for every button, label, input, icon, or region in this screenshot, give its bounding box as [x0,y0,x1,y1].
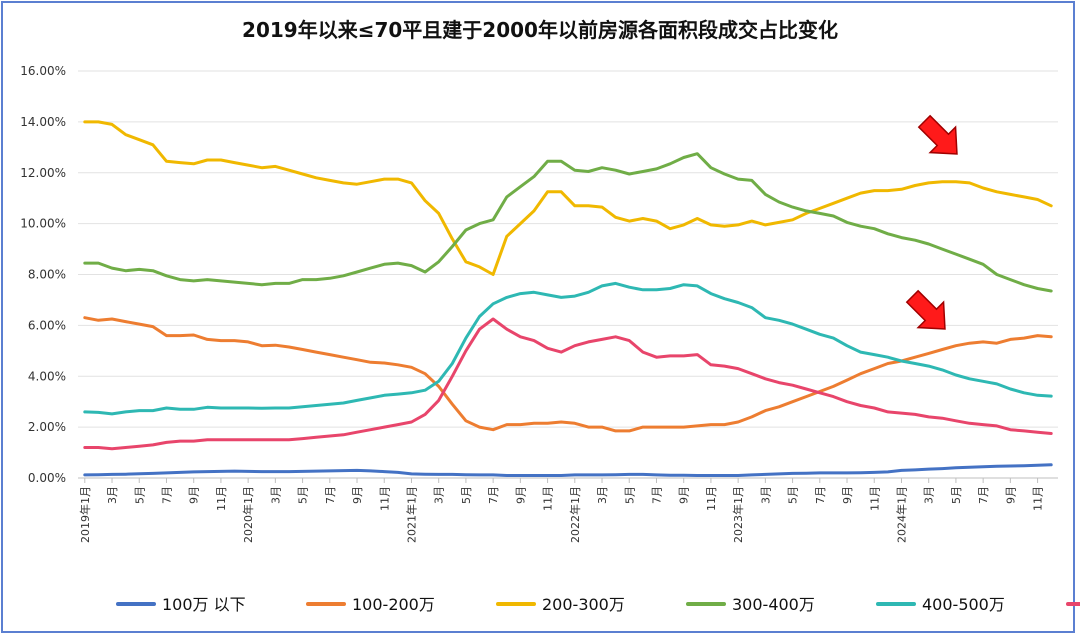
x-tick-label: 9月 [351,486,364,504]
annotation-arrows [905,114,958,330]
x-tick-label: 5月 [950,486,963,504]
x-tick-label: 11月 [378,486,391,511]
x-tick-label: 9月 [841,486,854,504]
x-tick-label: 2022年1月 [568,486,582,543]
legend-label-4: 400-500万 [922,595,1005,614]
x-tick-label: 9月 [188,486,201,504]
x-tick-label: 7月 [160,486,173,504]
arrow-100-200-icon-shape [905,289,946,330]
x-tick-label: 3月 [106,486,119,504]
x-tick-label: 9月 [678,486,691,504]
y-tick-label: 6.00% [28,318,66,332]
series-line-0 [83,463,1053,477]
chart-title: 2019年以来≤70平且建于2000年以前房源各面积段成交占比变化 [242,18,838,42]
x-tick-label: 7月 [814,486,827,504]
series-line-4 [83,281,1053,416]
series-line-1 [83,316,1053,433]
legend-label-0: 100万 以下 [162,595,246,614]
x-tick-label: 3月 [923,486,936,504]
series-line-5 [83,317,1053,451]
x-tick-label: 7月 [977,486,990,504]
x-tick-label: 9月 [1004,486,1017,504]
y-tick-label: 10.00% [20,217,66,231]
x-tick-label: 7月 [487,486,500,504]
x-tick-label: 3月 [269,486,282,504]
arrow-200-300-icon [917,114,958,155]
x-tick-label: 3月 [433,486,446,504]
series-line-2 [83,120,1053,276]
x-tick-label: 7月 [324,486,337,504]
y-tick-label: 0.00% [28,471,66,485]
y-tick-label: 2.00% [28,420,66,434]
x-tick-label: 11月 [1032,486,1045,511]
x-tick-label: 11月 [868,486,881,511]
legend: 100万 以下100-200万200-300万300-400万400-500万其… [116,595,1080,614]
series-lines [83,120,1053,477]
series-line-3 [83,152,1053,293]
x-tick-label: 3月 [596,486,609,504]
x-tick-label: 2023年1月 [731,486,745,543]
x-tick-label: 5月 [297,486,310,504]
x-tick-label: 2020年1月 [241,486,255,543]
y-axis: 0.00% 2.00% 4.00% 6.00% 8.00% 10.00% 12.00% 14.… [20,64,66,485]
x-tick-label: 5月 [460,486,473,504]
x-tick-label: 2024年1月 [894,486,908,543]
y-tick-label: 14.00% [20,115,66,129]
x-axis: 2019年1月 3月 5月 7月 9月 11月 2020年1月 3月 5月 7月 9月 11月 2021… [78,478,1045,543]
x-tick-label: 11月 [705,486,718,511]
x-tick-label: 2021年1月 [404,486,418,543]
legend-label-1: 100-200万 [352,595,435,614]
x-tick-label: 11月 [542,486,555,511]
gridlines [78,70,1058,479]
x-tick-label: 5月 [787,486,800,504]
arrow-200-300-icon-shape [917,114,958,155]
x-tick-label: 2019年1月 [78,486,92,543]
x-tick-label: 5月 [133,486,146,504]
x-tick-label: 7月 [650,486,663,504]
legend-label-2: 200-300万 [542,595,625,614]
arrow-100-200-icon [905,289,946,330]
x-tick-label: 5月 [623,486,636,504]
x-tick-label: 3月 [759,486,772,504]
y-tick-label: 4.00% [28,369,66,383]
x-tick-label: 11月 [215,486,228,511]
legend-label-3: 300-400万 [732,595,815,614]
y-tick-label: 12.00% [20,166,66,180]
y-tick-label: 8.00% [28,268,66,282]
x-tick-label: 9月 [514,486,527,504]
y-tick-label: 16.00% [20,64,66,78]
